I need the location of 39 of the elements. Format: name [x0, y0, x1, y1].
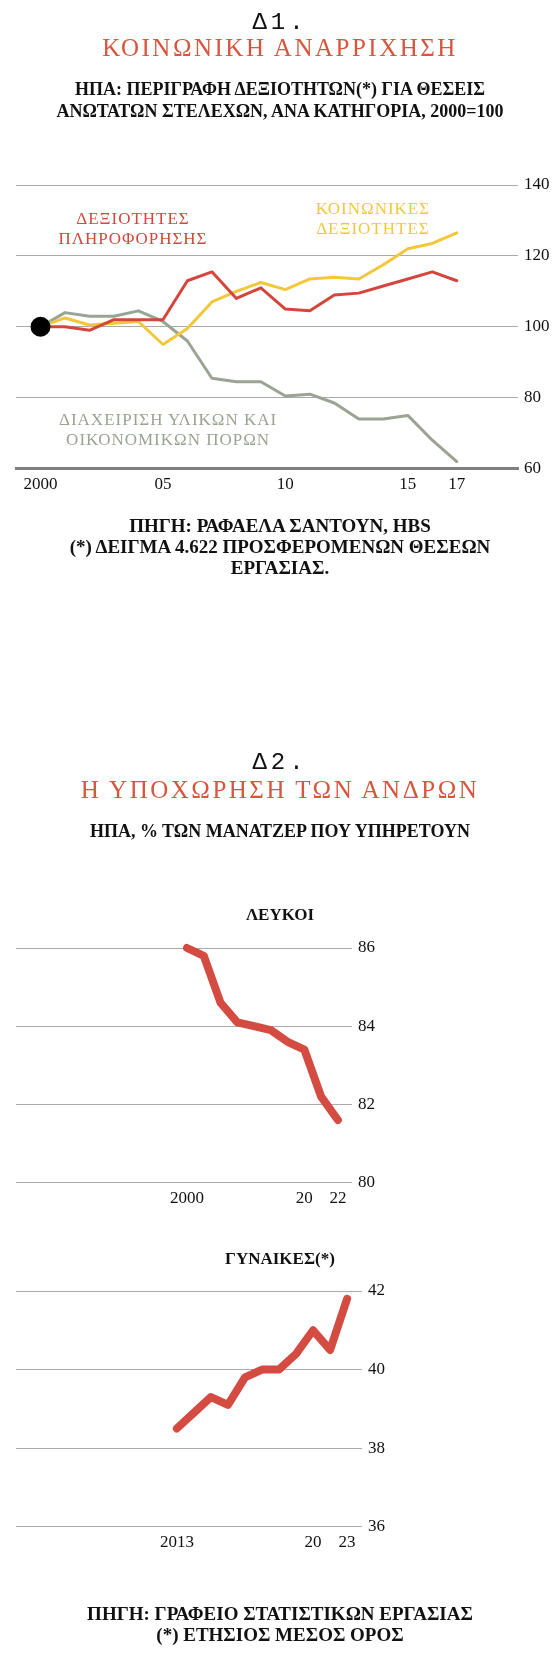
text: Δ1.: [251, 9, 309, 36]
x-tick-label: 20: [295, 1188, 313, 1208]
chart-title: ΚΟΙΝΩΝΙΚΗ ΑΝΑΡΡΙΧΗΣΗ: [101, 33, 459, 63]
series-label: ΔΕΞΙΟΤΗΤΕΣ ΠΛΗΡΟΦΟΡΗΣΗΣ: [58, 208, 208, 248]
x-tick-label: 20: [304, 1532, 322, 1552]
y-tick-label: 38: [368, 1437, 385, 1457]
y-tick-label: 140: [524, 174, 550, 194]
y-tick-label: 100: [524, 316, 550, 336]
chart-subtitle: ΗΠΑ: ΠΕΡΙΓΡΑΦΗ ΔΕΞΙΟΤΗΤΩΝ(*) ΓΙΑ ΘΕΣΕΙΣ ΑΝΩΤΑΤΩΝ ΣΤΕΛΕΧΩΝ, ΑΝΑ ΚΑΤΗΓΟΡΙΑ, 2000=100: [55, 78, 505, 122]
x-tick-label: 22: [329, 1188, 347, 1208]
x-tick-label: 10: [276, 474, 294, 494]
x-tick-label: 23: [338, 1532, 356, 1552]
y-tick-label: 84: [358, 1015, 376, 1035]
y-tick-label: 42: [368, 1280, 385, 1300]
y-tick-label: 80: [358, 1172, 375, 1192]
y-tick-label: 120: [524, 245, 550, 265]
y-tick-label: 36: [368, 1516, 385, 1536]
y-tick-label: 80: [524, 387, 541, 407]
y-tick-label: 82: [358, 1093, 375, 1113]
text: ΗΠΑ, % ΤΩΝ ΜΑΝΑΤΖΕΡ ΠΟΥ ΥΠΗΡΕΤΟΥΝ: [88, 820, 472, 842]
chart-title: ΛΕΥΚΟΙ: [244, 904, 316, 926]
x-tick-label: 17: [448, 474, 466, 494]
x-tick-label: 2000: [23, 474, 58, 494]
x-tick-label: 2013: [159, 1532, 194, 1552]
series-label: ΔΙΑΧΕΙΡΙΣΗ ΥΛΙΚΩΝ ΚΑΙ ΟΙΚΟΝΟΜΙΚΩΝ ΠΟΡΩΝ: [58, 409, 278, 449]
series-label: ΚΟΙΝΩΝΙΚΕΣ ΔΕΞΙΟΤΗΤΕΣ: [315, 198, 431, 238]
x-tick-label: 2000: [170, 1188, 205, 1208]
text: Δ2.: [251, 749, 309, 776]
text: ΠΗΓΗ: ΓΡΑΦΕΙΟ ΣΤΑΤΙΣΤΙΚΩΝ ΕΡΓΑΣΙΑΣ: [86, 1603, 474, 1624]
text: ΠΗΓΗ: ΡΑΦΑΕΛΑ ΣΑΝΤΟΥΝ, HBS: [128, 515, 432, 536]
y-tick-label: 40: [368, 1359, 385, 1378]
text: (*) ΔΕΙΓΜΑ 4.622 ΠΡΟΣΦΕΡΟΜΕΝΩΝ ΘΕΣΕΩΝ ΕΡΓΑΣΙΑΣ.: [68, 536, 492, 578]
x-tick-label: 05: [154, 474, 172, 494]
chart-title: ΓΥΝΑΙΚΕΣ(*): [224, 1248, 336, 1270]
y-tick-label: 86: [358, 937, 375, 957]
x-tick-label: 15: [399, 474, 417, 494]
text: Η ΥΠΟΧΩΡΗΣΗ ΤΩΝ ΑΝΔΡΩΝ: [79, 775, 481, 805]
text: (*) ΕΤΗΣΙΟΣ ΜΕΣΟΣ ΟΡΟΣ: [155, 1624, 405, 1645]
y-tick-label: 60: [524, 458, 541, 478]
